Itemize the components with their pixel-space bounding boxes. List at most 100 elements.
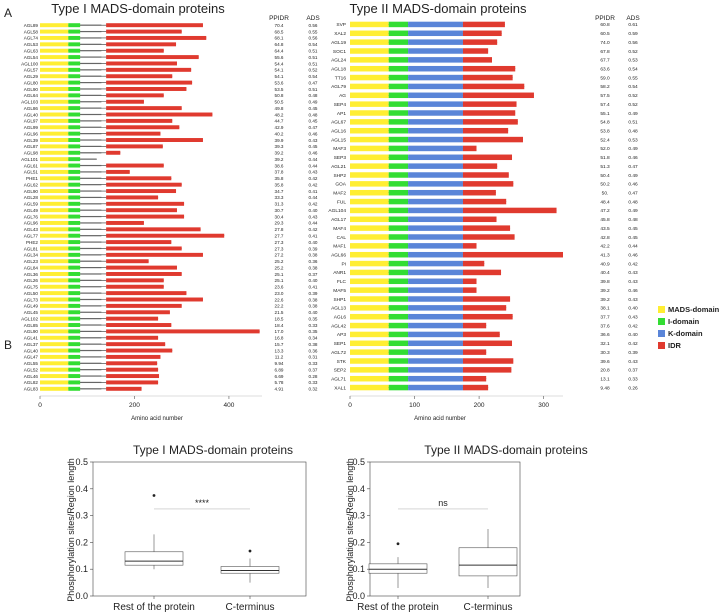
ppidr-value: 32.1: [600, 341, 610, 347]
protein-name-label: AGL61: [24, 163, 39, 168]
mads-domain-segment: [40, 169, 69, 174]
i-domain-segment: [68, 259, 81, 264]
idr-segment: [106, 259, 149, 264]
mads-domain-segment: [350, 269, 389, 276]
linker-segment: [80, 235, 102, 237]
linker-segment: [80, 190, 102, 192]
idr-segment: [462, 21, 505, 28]
k-domain-segment: [408, 163, 463, 169]
mads-domain-segment: [350, 57, 389, 63]
linker-segment: [80, 120, 102, 122]
linker-segment: [80, 69, 102, 71]
mads-domain-segment: [40, 106, 69, 111]
ppidr-value: 60.5: [600, 31, 610, 37]
mads-domain-segment: [40, 361, 69, 366]
linker-segment: [80, 113, 102, 116]
mads-domain-segment: [40, 240, 69, 245]
type2-x-axis: 0 100 200 300: [348, 395, 563, 409]
protein-name-label: SHP1: [333, 297, 346, 303]
k-domain-segment: [408, 349, 463, 355]
legend-swatch: [658, 330, 665, 337]
ads-value: 0.37: [628, 368, 638, 374]
ads-value: 0.46: [628, 155, 638, 161]
protein-name-label: AGL55: [24, 361, 39, 366]
linker-segment: [80, 215, 102, 218]
ppidr-value: 27.2: [275, 253, 284, 258]
ads-value: 0.33: [309, 323, 318, 328]
ads-value: 0.54: [309, 42, 318, 47]
ppidr-value: 5.78: [275, 380, 284, 385]
protein-name-label: AGL66: [331, 253, 346, 259]
plot-frame: [369, 461, 521, 597]
k-domain-segment: [408, 48, 463, 54]
i-domain-segment: [68, 329, 81, 334]
type2-domain-chart: Type II MADS-domain proteins PPIDR ADS S…: [328, 1, 640, 422]
linker-segment: [80, 318, 102, 320]
ppidr-value: 63.6: [600, 67, 610, 73]
k-domain-segment: [408, 313, 463, 320]
mads-domain-segment: [350, 313, 389, 320]
ppidr-value: 6.69: [275, 374, 284, 379]
ads-value: 0.31: [309, 355, 318, 360]
protein-name-label: PHE2: [26, 240, 38, 245]
linker-segment: [80, 196, 102, 199]
k-domain-segment: [408, 154, 463, 161]
i-domain-segment: [68, 354, 81, 359]
linker-segment: [80, 292, 102, 294]
i-domain-segment: [68, 131, 81, 136]
linker-segment: [80, 171, 102, 173]
linker-segment: [80, 152, 102, 154]
mads-domain-segment: [40, 329, 69, 334]
idr-segment: [462, 83, 525, 90]
ads-value: 0.35: [309, 316, 318, 321]
k-domain-segment: [408, 384, 463, 391]
ads-value: 0.34: [309, 336, 318, 341]
idr-segment: [106, 310, 170, 315]
ppidr-value: 50.: [602, 191, 609, 197]
mads-domain-segment: [40, 323, 69, 327]
idr-segment: [106, 201, 185, 206]
protein-name-label: AGL90: [24, 189, 39, 194]
ads-value: 0.47: [628, 164, 638, 170]
ads-value: 0.55: [309, 29, 318, 34]
ads-value: 0.45: [309, 144, 318, 149]
i-domain-segment: [68, 303, 81, 308]
mads-domain-segment: [350, 225, 389, 231]
linker-segment: [80, 241, 102, 243]
ppidr-value: 54.1: [275, 74, 284, 79]
mads-domain-segment: [350, 154, 389, 161]
idr-segment: [462, 181, 514, 187]
i-domain-segment: [388, 313, 409, 320]
i-domain-segment: [388, 296, 409, 302]
ads-value: 0.37: [309, 367, 318, 372]
linker-segment: [80, 133, 102, 135]
protein-name-label: AGL6: [334, 315, 347, 321]
idr-segment: [106, 80, 193, 85]
mads-domain-segment: [40, 48, 69, 53]
protein-name-label: AGL79: [331, 84, 346, 90]
mads-domain-segment: [40, 342, 69, 347]
ads-value: 0.41: [309, 285, 318, 290]
ppidr-value: 53.8: [600, 129, 610, 135]
ppidr-value: 57.5: [600, 93, 610, 99]
x-axis-tick-label: 100: [409, 402, 420, 409]
ppidr-value: 50.8: [275, 93, 284, 98]
protein-name-label: AGL16: [331, 129, 346, 135]
ads-value: 0.42: [628, 323, 638, 329]
protein-name-label: GOA: [335, 182, 346, 188]
ppidr-value: 30.3: [600, 350, 610, 356]
ads-value: 0.38: [309, 297, 318, 302]
ppidr-value: 4.91: [275, 387, 284, 392]
legend-swatch: [658, 318, 665, 325]
protein-name-label: AGL54: [24, 55, 39, 60]
legend-swatch: [658, 342, 665, 349]
ads-value: 0.55: [628, 75, 638, 81]
linker-segment: [80, 50, 102, 52]
idr-segment: [462, 48, 489, 54]
i-domain-segment: [388, 243, 409, 249]
type2-domain-chart-title: Type II MADS-domain proteins: [349, 1, 527, 16]
type2-ads-header: ADS: [626, 15, 640, 22]
i-domain-segment: [388, 154, 409, 161]
y-axis-tick-label: 0.5: [75, 457, 88, 467]
